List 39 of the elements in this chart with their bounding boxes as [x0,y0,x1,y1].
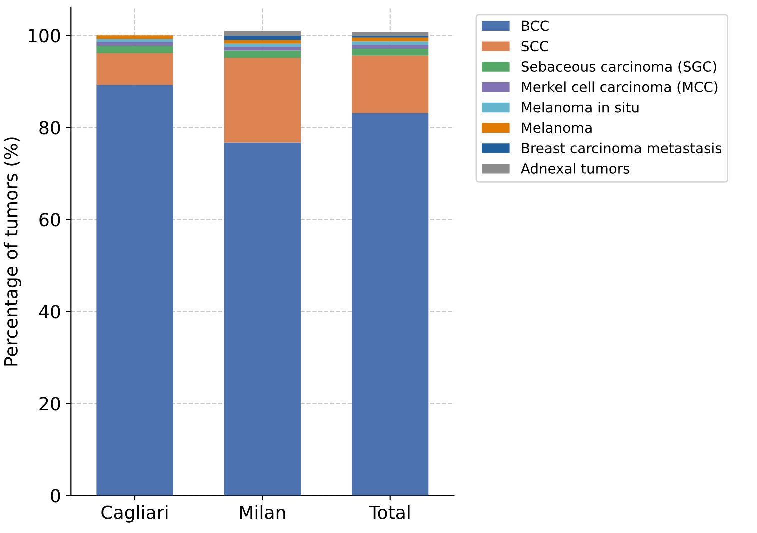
bar [96,42,174,46]
y-tick-label: 40 [39,305,60,319]
bar [96,39,174,42]
legend-label: BCC [522,20,549,32]
bar [352,45,429,49]
bar [352,42,429,46]
bar [224,50,301,58]
y-tick-label: 80 [40,121,60,135]
bar [224,31,301,36]
y-tick-label: 20 [40,397,60,411]
x-tick-label: Milan [240,505,286,520]
y-tick-label: 60 [40,213,60,227]
bar [352,48,429,56]
bar [224,40,301,44]
bar [96,46,174,54]
bar [224,142,301,496]
bar [224,58,301,143]
bar [352,113,429,496]
bar [352,56,429,114]
x-tick-label: Cagliari [102,505,168,523]
y-axis-title: Percentage of tumors (%) [4,138,22,366]
bar [352,38,429,42]
legend-label: Merkel cell carcinoma (MCC) [522,82,718,94]
legend-label: Melanoma in situ [522,102,639,113]
legend-label: Breast carcinoma metastasis [522,142,722,154]
legend-label: Melanoma [522,122,592,134]
y-tick-label: 100 [28,29,60,43]
bar [352,32,429,36]
bar [96,85,174,496]
legend-label: Adnexal tumors [521,163,630,174]
x-tick-label: Total [369,505,410,520]
legend-label: Sebaceous carcinoma (SGC) [522,61,716,74]
bar [224,44,301,48]
bar [224,36,301,40]
bar [96,36,174,40]
bar [224,47,301,51]
legend-label: SCC [522,41,548,52]
bar [96,54,174,86]
y-tick-label: 0 [51,489,60,503]
